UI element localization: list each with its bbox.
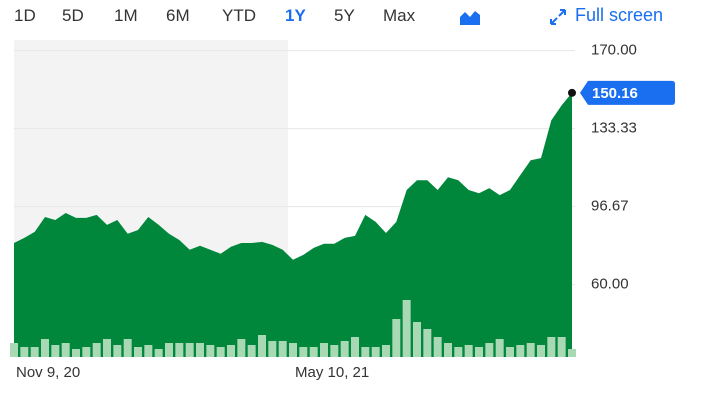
- y-tick-label: 60.00: [591, 276, 629, 293]
- volume-bar: [41, 339, 49, 357]
- volume-bar: [444, 343, 452, 357]
- volume-bar: [185, 343, 194, 357]
- volume-bar: [475, 347, 483, 357]
- range-button[interactable]: YTD: [222, 6, 256, 25]
- expand-icon[interactable]: [548, 7, 568, 27]
- full-screen-button[interactable]: Full screen: [575, 5, 664, 25]
- volume-bar: [340, 341, 349, 357]
- range-button[interactable]: 5D: [62, 6, 84, 25]
- range-button[interactable]: 1Y: [285, 6, 306, 25]
- volume-bar: [495, 339, 504, 357]
- last-point: [568, 88, 576, 97]
- last-price-label: 150.16: [592, 85, 638, 102]
- range-button[interactable]: 5Y: [334, 6, 355, 25]
- volume-bar: [206, 345, 215, 357]
- volume-bar: [113, 345, 122, 357]
- volume-bar: [227, 345, 235, 357]
- volume-bar: [351, 337, 359, 357]
- y-tick-label: 96.67: [591, 198, 629, 215]
- y-tick-label: 170.00: [591, 42, 637, 59]
- volume-bar: [123, 339, 132, 357]
- volume-bar: [392, 319, 401, 357]
- price-tag: [580, 80, 675, 105]
- volume-bar: [516, 345, 525, 357]
- volume-bar: [309, 347, 318, 357]
- range-button[interactable]: 1D: [14, 6, 36, 25]
- volume-bar: [82, 347, 91, 357]
- volume-bar: [454, 347, 463, 357]
- volume-bar: [557, 337, 566, 357]
- volume-bar: [289, 343, 297, 357]
- volume-bar: [464, 345, 473, 357]
- volume-bar: [330, 345, 339, 357]
- volume-bar: [537, 345, 545, 357]
- volume-bar: [299, 347, 308, 357]
- volume-bar: [526, 343, 535, 357]
- volume-bar: [361, 347, 370, 357]
- range-button[interactable]: 6M: [166, 6, 190, 25]
- volume-bar: [72, 349, 80, 357]
- toolbar: Full screen 1D 5D 1M 6M YTD 1Y 5Y Max: [0, 0, 720, 34]
- volume-bar: [382, 345, 390, 357]
- range-button[interactable]: 1M: [114, 6, 138, 25]
- volume-bar: [237, 339, 246, 357]
- volume-bar: [320, 343, 328, 357]
- volume-bar: [423, 329, 432, 357]
- chart-type-icon[interactable]: [458, 7, 482, 27]
- volume-bar: [165, 343, 173, 357]
- volume-bar: [485, 343, 494, 357]
- volume-bar: [278, 341, 287, 357]
- volume-bar: [175, 343, 184, 357]
- volume-bar: [413, 322, 421, 357]
- volume-bar: [247, 345, 256, 357]
- volume-bar: [402, 300, 411, 357]
- volume-bar: [61, 343, 70, 357]
- price-area: [14, 92, 572, 358]
- volume-bar: [10, 343, 18, 357]
- volume-bar: [134, 347, 142, 357]
- volume-bar: [371, 347, 380, 357]
- y-tick-label: 133.33: [591, 120, 637, 137]
- volume-bar: [154, 349, 163, 357]
- x-tick-label: May 10, 21: [295, 364, 369, 381]
- volume-bar: [196, 343, 204, 357]
- volume-bar: [144, 345, 153, 357]
- volume-bar: [568, 349, 576, 357]
- volume-bar: [433, 337, 442, 357]
- volume-bar: [506, 347, 514, 357]
- volume-bar: [216, 347, 225, 357]
- volume-bar: [30, 347, 39, 357]
- volume-bar: [20, 347, 29, 357]
- volume-bar: [547, 337, 556, 357]
- x-tick-label: Nov 9, 20: [16, 364, 80, 381]
- volume-bar: [258, 335, 266, 357]
- volume-bar: [92, 343, 101, 357]
- volume-bar: [268, 341, 277, 357]
- range-button[interactable]: Max: [383, 6, 416, 25]
- volume-bar: [103, 339, 111, 357]
- volume-bar: [51, 345, 60, 357]
